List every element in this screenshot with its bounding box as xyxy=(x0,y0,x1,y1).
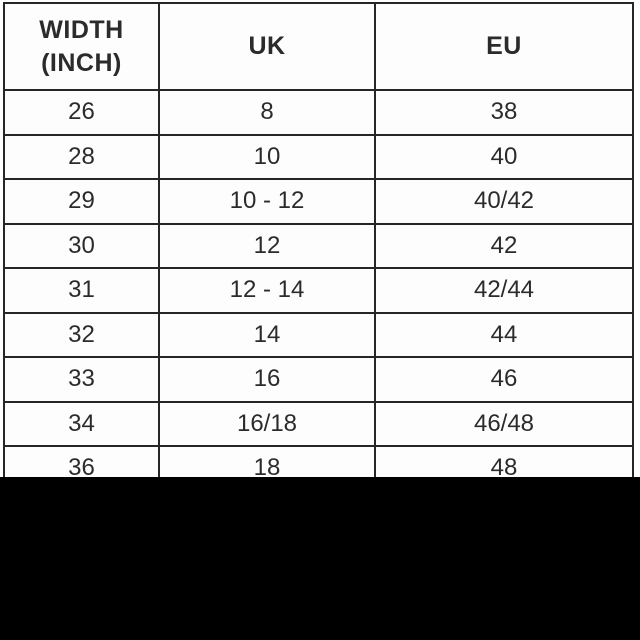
table-row: 29 10 - 12 40/42 xyxy=(3,178,634,225)
table-row: 28 10 40 xyxy=(3,133,634,180)
cell-width-inch: 34 xyxy=(3,400,160,447)
cell-uk: 12 xyxy=(158,222,376,269)
column-header-width-line2: (INCH) xyxy=(41,48,122,77)
table-body: 26 8 38 28 10 40 29 10 - 12 40/42 30 12 xyxy=(3,89,634,492)
column-header-width-line1: WIDTH xyxy=(39,15,124,44)
column-header-uk: UK xyxy=(158,2,376,91)
column-header-width-inch: WIDTH (INCH) xyxy=(3,2,160,91)
table-row: 31 12 - 14 42/44 xyxy=(3,267,634,314)
cell-width-inch: 28 xyxy=(3,133,160,180)
cell-uk: 12 - 14 xyxy=(158,267,376,314)
cell-width-inch: 32 xyxy=(3,311,160,358)
cell-eu: 40 xyxy=(374,133,634,180)
cell-width-inch: 30 xyxy=(3,222,160,269)
cell-uk: 8 xyxy=(158,89,376,136)
cell-uk: 14 xyxy=(158,311,376,358)
table-header-row: WIDTH (INCH) UK EU xyxy=(3,2,634,91)
table-row: 30 12 42 xyxy=(3,222,634,269)
cell-eu: 42 xyxy=(374,222,634,269)
table-row: 32 14 44 xyxy=(3,311,634,358)
chart-sheet: WIDTH (INCH) UK EU 26 8 38 28 10 40 xyxy=(0,0,640,492)
cell-width-inch: 31 xyxy=(3,267,160,314)
cell-eu: 44 xyxy=(374,311,634,358)
table-row: 33 16 46 xyxy=(3,356,634,403)
cell-eu: 38 xyxy=(374,89,634,136)
table-row: 34 16/18 46/48 xyxy=(3,400,634,447)
cell-uk: 10 - 12 xyxy=(158,178,376,225)
cell-uk: 10 xyxy=(158,133,376,180)
cell-uk: 16 xyxy=(158,356,376,403)
table-header: WIDTH (INCH) UK EU xyxy=(3,2,634,91)
cell-eu: 46/48 xyxy=(374,400,634,447)
size-chart-table: WIDTH (INCH) UK EU 26 8 38 28 10 40 xyxy=(3,2,634,492)
cell-width-inch: 29 xyxy=(3,178,160,225)
cell-width-inch: 33 xyxy=(3,356,160,403)
cell-uk: 16/18 xyxy=(158,400,376,447)
column-header-eu: EU xyxy=(374,2,634,91)
cell-width-inch: 26 xyxy=(3,89,160,136)
cell-eu: 42/44 xyxy=(374,267,634,314)
cell-eu: 40/42 xyxy=(374,178,634,225)
letterbox-bottom xyxy=(0,477,640,640)
table-row: 26 8 38 xyxy=(3,89,634,136)
cell-eu: 46 xyxy=(374,356,634,403)
